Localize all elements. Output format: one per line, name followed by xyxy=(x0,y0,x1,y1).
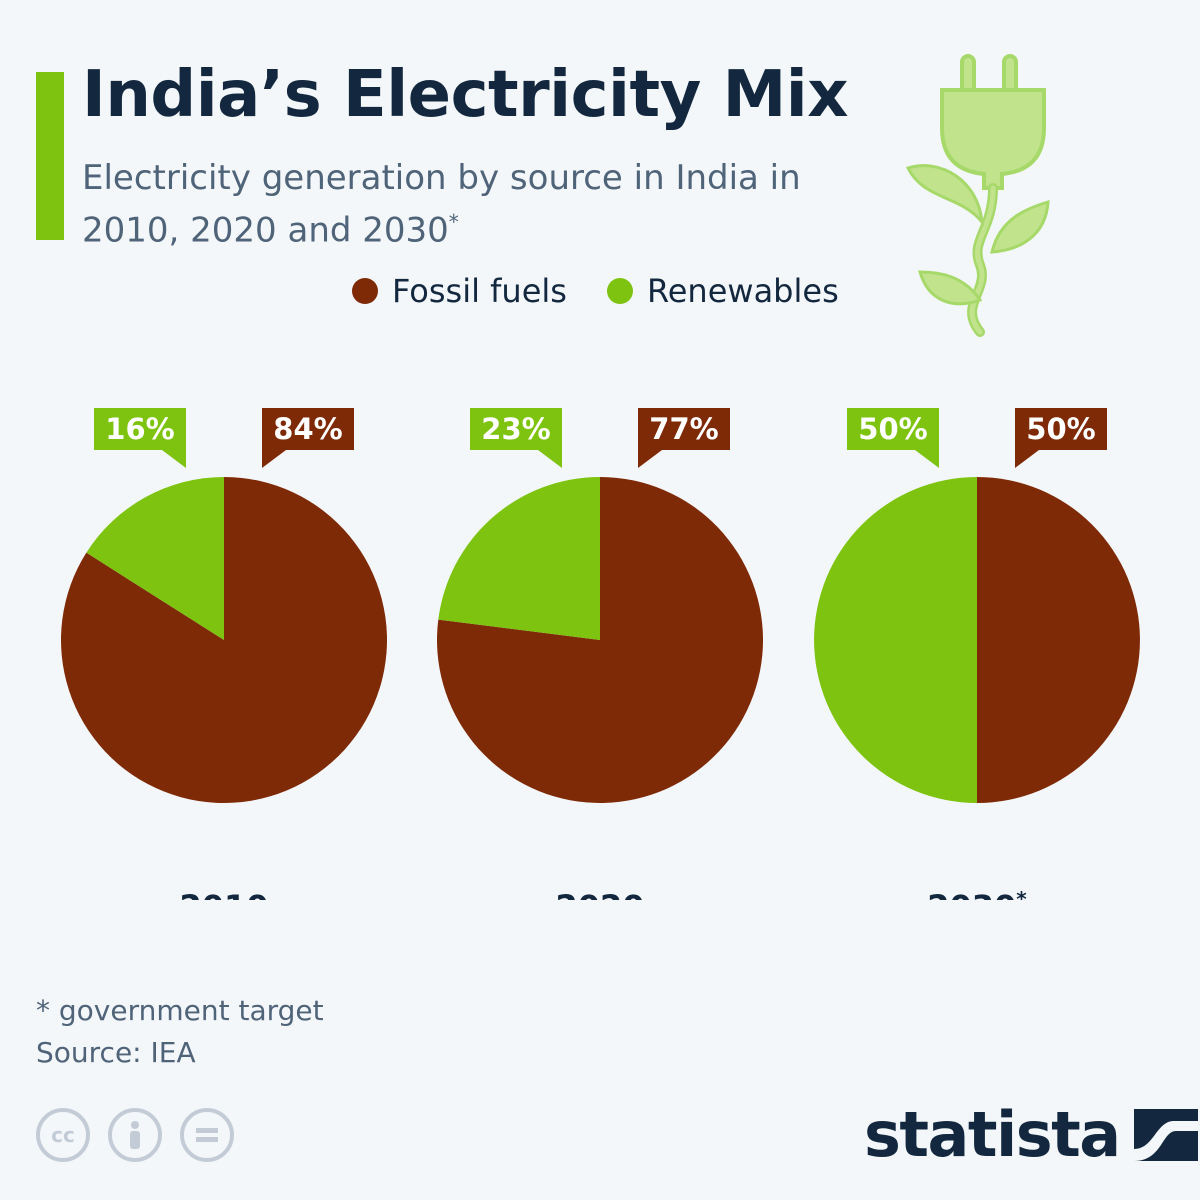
pie-year-asterisk-2030: * xyxy=(1016,887,1027,900)
pie-chart-2020: 23% 77% 2020 xyxy=(436,408,763,900)
pie-slice-renewables xyxy=(814,477,977,803)
data-label-fossil-fuels: 77% xyxy=(638,408,730,468)
page-title: India’s Electricity Mix xyxy=(82,58,848,132)
legend-item-fossil-fuels: Fossil fuels xyxy=(352,272,567,310)
pie-year-text-2010: 2010 xyxy=(179,888,268,900)
data-label-pointer-fossil-fuels xyxy=(1015,450,1039,468)
data-label-pointer-renewables xyxy=(538,450,562,468)
data-label-pointer-fossil-fuels xyxy=(638,450,662,468)
pie-year-label-2030: 2030* xyxy=(927,887,1027,900)
subtitle-asterisk: * xyxy=(448,210,459,234)
footnote-government-target: * government target xyxy=(36,994,324,1027)
data-label-fossil-fuels: 84% xyxy=(262,408,354,468)
title-accent-bar xyxy=(36,72,64,240)
chart-legend: Fossil fuels Renewables xyxy=(352,272,879,310)
data-label-box-fossil-fuels xyxy=(262,408,354,450)
data-label-pointer-renewables xyxy=(915,450,939,468)
legend-dot-fossil-fuels xyxy=(352,278,378,304)
statista-wordmark: statista xyxy=(864,1098,1121,1171)
data-label-pointer-fossil-fuels xyxy=(262,450,286,468)
pie-year-label-2020: 2020 xyxy=(555,888,644,900)
pie-slice-fossil-fuels xyxy=(60,477,387,803)
legend-dot-renewables xyxy=(606,278,633,304)
data-label-box-renewables xyxy=(470,408,562,450)
pie-slice-renewables xyxy=(86,477,225,640)
statista-logo-mark-icon xyxy=(1133,1108,1198,1161)
statista-logo[interactable]: statista xyxy=(864,1098,1198,1171)
data-label-box-fossil-fuels xyxy=(1015,408,1107,450)
pie-chart-2030: 50% 50% 2030* xyxy=(814,408,1140,900)
footnote: * government target Source: IEA xyxy=(36,990,324,1074)
cc-icon[interactable]: cc xyxy=(36,1108,90,1162)
data-label-pointer-renewables xyxy=(162,450,186,468)
data-label-text-fossil-fuels: 77% xyxy=(649,412,718,446)
data-label-text-fossil-fuels: 84% xyxy=(273,412,342,446)
pie-year-text-2030: 2030 xyxy=(927,888,1016,900)
data-label-box-renewables xyxy=(94,408,186,450)
license-icons: cc xyxy=(36,1108,252,1162)
data-label-text-renewables: 50% xyxy=(858,412,927,446)
data-label-fossil-fuels: 50% xyxy=(1015,408,1107,468)
data-label-box-fossil-fuels xyxy=(638,408,730,450)
pie-charts: 16% 84% 2010 23% 77% 2020 50% 50% 2030* xyxy=(60,408,1140,900)
attribution-icon[interactable] xyxy=(108,1108,162,1162)
legend-label-fossil-fuels: Fossil fuels xyxy=(392,272,567,310)
data-label-text-renewables: 23% xyxy=(481,412,550,446)
data-label-renewables: 16% xyxy=(94,408,186,468)
data-label-text-fossil-fuels: 50% xyxy=(1026,412,1095,446)
source-text: Source: IEA xyxy=(36,1036,196,1069)
data-label-renewables: 50% xyxy=(847,408,939,468)
pie-year-label-2010: 2010 xyxy=(179,888,268,900)
page-subtitle: Electricity generation by source in Indi… xyxy=(82,156,842,252)
data-label-text-renewables: 16% xyxy=(105,412,174,446)
data-label-box-renewables xyxy=(847,408,939,450)
no-derivatives-icon[interactable] xyxy=(180,1108,234,1162)
legend-item-renewables: Renewables xyxy=(606,272,839,310)
pie-slice-renewables xyxy=(438,477,600,640)
subtitle-text: Electricity generation by source in Indi… xyxy=(82,158,801,251)
pie-slice-fossil-fuels xyxy=(977,477,1140,803)
pie-year-text-2020: 2020 xyxy=(555,888,644,900)
pie-chart-2010: 16% 84% 2010 xyxy=(60,408,387,900)
plug-plant-icon xyxy=(905,54,1050,337)
legend-label-renewables: Renewables xyxy=(646,272,839,310)
data-label-renewables: 23% xyxy=(470,408,562,468)
